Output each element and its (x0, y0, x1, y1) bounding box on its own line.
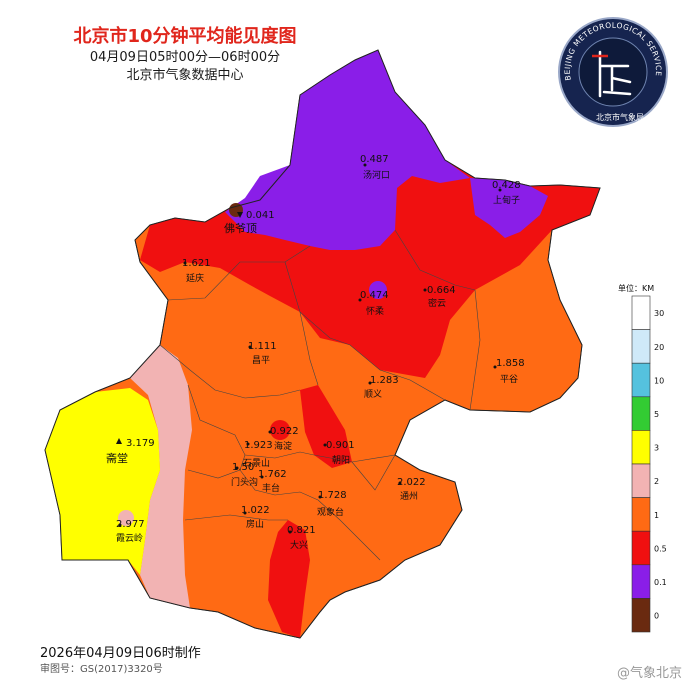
station-value-tanghekou: 0.487 (360, 154, 389, 165)
purple-zone-northeast (470, 178, 548, 238)
station-name-tongzhou: 通州 (400, 491, 418, 502)
logo-inner-text: 北京市气象局 (596, 112, 644, 122)
legend-swatch-5 (631, 396, 651, 431)
station-value-fangshan: 1.022 (241, 505, 270, 516)
legend-title: 单位：KM (618, 284, 655, 293)
beijing-outline (44, 49, 601, 639)
station-name-changping: 昌平 (252, 355, 270, 366)
made-time: 2026年04月09日06时制作 (40, 646, 201, 661)
station-value-shangdianzi: 0.428 (492, 180, 521, 191)
station-markers (118, 163, 502, 534)
purple-zone-north (225, 50, 470, 250)
station-name-shijingshan: 石景山 (243, 458, 270, 469)
station-value-daxing: 0.821 (287, 525, 316, 536)
station-name-shunyi: 顺义 (364, 389, 382, 400)
district-borders (159, 229, 481, 561)
station-value-fengtai: 1.762 (258, 469, 287, 480)
legend-label-3: 3 (654, 444, 659, 453)
legend-label-20: 20 (654, 343, 664, 352)
station-name-mentougou: 门头沟 (231, 476, 258, 488)
legend-label-2: 2 (654, 477, 659, 486)
red-spot-haidian (270, 420, 290, 440)
legend-swatch-0 (631, 598, 651, 633)
legend-label-0.5: 0.5 (654, 544, 667, 553)
station-name-miyun: 密云 (428, 297, 446, 309)
legend-swatch-2 (631, 463, 651, 498)
pink-zone-west (130, 345, 192, 608)
legend-swatch-10 (631, 362, 651, 398)
station-value-guanxiangtai: 1.728 (318, 490, 347, 501)
station-name-zhaitang: 斋堂 (106, 451, 128, 465)
legend-label-0: 0 (654, 612, 659, 621)
issuer: 北京市气象数据中心 (126, 68, 244, 83)
weibo-watermark: @气象北京 (616, 666, 682, 681)
station-name-xiayunling: 霞云岭 (116, 532, 143, 544)
station-value-xiayunling: 2.977 (116, 519, 145, 530)
pink-spot-xiayunling (118, 510, 134, 526)
legend-swatch-0.1 (631, 564, 651, 599)
station-name-pinggu: 平谷 (500, 374, 518, 385)
legend-swatch-3 (631, 430, 651, 465)
foyeding-marker (237, 212, 243, 218)
legend-label-0.1: 0.1 (654, 578, 667, 587)
station-value-yanqing: 1.621 (182, 258, 211, 269)
legend-swatch-1 (631, 497, 651, 532)
map-title: 北京市10分钟平均能见度图 (73, 26, 297, 47)
station-value-tongzhou: 2.022 (397, 477, 426, 488)
station-value-foyeding: 0.041 (246, 210, 275, 221)
station-name-daxing: 大兴 (290, 539, 308, 551)
legend-label-1: 1 (654, 511, 659, 520)
station-value-mentougou: 1.50 (232, 462, 254, 473)
legend-bar: 30 20 10 5 3 2 1 0.5 0.1 0 (631, 295, 667, 633)
legend-swatch-30 (631, 295, 651, 330)
station-value-pinggu: 1.858 (496, 358, 525, 369)
time-range: 04月09日05时00分—06时00分 (89, 50, 281, 65)
red-zone-chaoyang (300, 385, 352, 468)
purple-spot-huairou (369, 281, 387, 299)
station-value-shijingshan: 1.923 (244, 440, 273, 451)
yellow-zone-west (45, 388, 160, 575)
legend-swatch-20 (631, 329, 651, 364)
legend-label-30: 30 (654, 309, 664, 318)
zhaitang-marker (116, 438, 122, 444)
station-value-huairou: 0.474 (360, 290, 389, 301)
station-name-chaoyang: 朝阳 (332, 455, 350, 466)
station-name-foyeding: 佛爷顶 (224, 221, 257, 235)
station-value-shunyi: 1.283 (370, 375, 399, 386)
station-value-haidian: 0.922 (270, 426, 299, 437)
station-value-chaoyang: 0.901 (326, 440, 355, 451)
station-name-guanxiangtai: 观象台 (317, 506, 344, 518)
station-value-changping: 1.111 (248, 341, 277, 352)
red-zone-daxing (268, 520, 310, 638)
legend-label-10: 10 (654, 376, 664, 385)
legend-swatch-0.5 (631, 530, 651, 566)
legend-label-5: 5 (654, 410, 659, 419)
station-name-haidian: 海淀 (274, 440, 292, 452)
station-name-fangshan: 房山 (246, 518, 264, 530)
station-value-zhaitang: 3.179 (126, 438, 155, 449)
station-name-shangdianzi: 上甸子 (493, 194, 520, 206)
map-approval-number: 审图号：GS(2017)3320号 (40, 664, 163, 675)
station-value-miyun: 0.664 (427, 285, 456, 296)
meteorological-service-logo: BEIJING METEOROLOGICAL SERVICE 北京市气象局 (558, 17, 668, 127)
station-name-fengtai: 丰台 (262, 482, 280, 494)
station-name-yanqing: 延庆 (186, 272, 204, 284)
station-name-tanghekou: 汤河口 (363, 169, 390, 181)
station-name-huairou: 怀柔 (366, 305, 384, 317)
